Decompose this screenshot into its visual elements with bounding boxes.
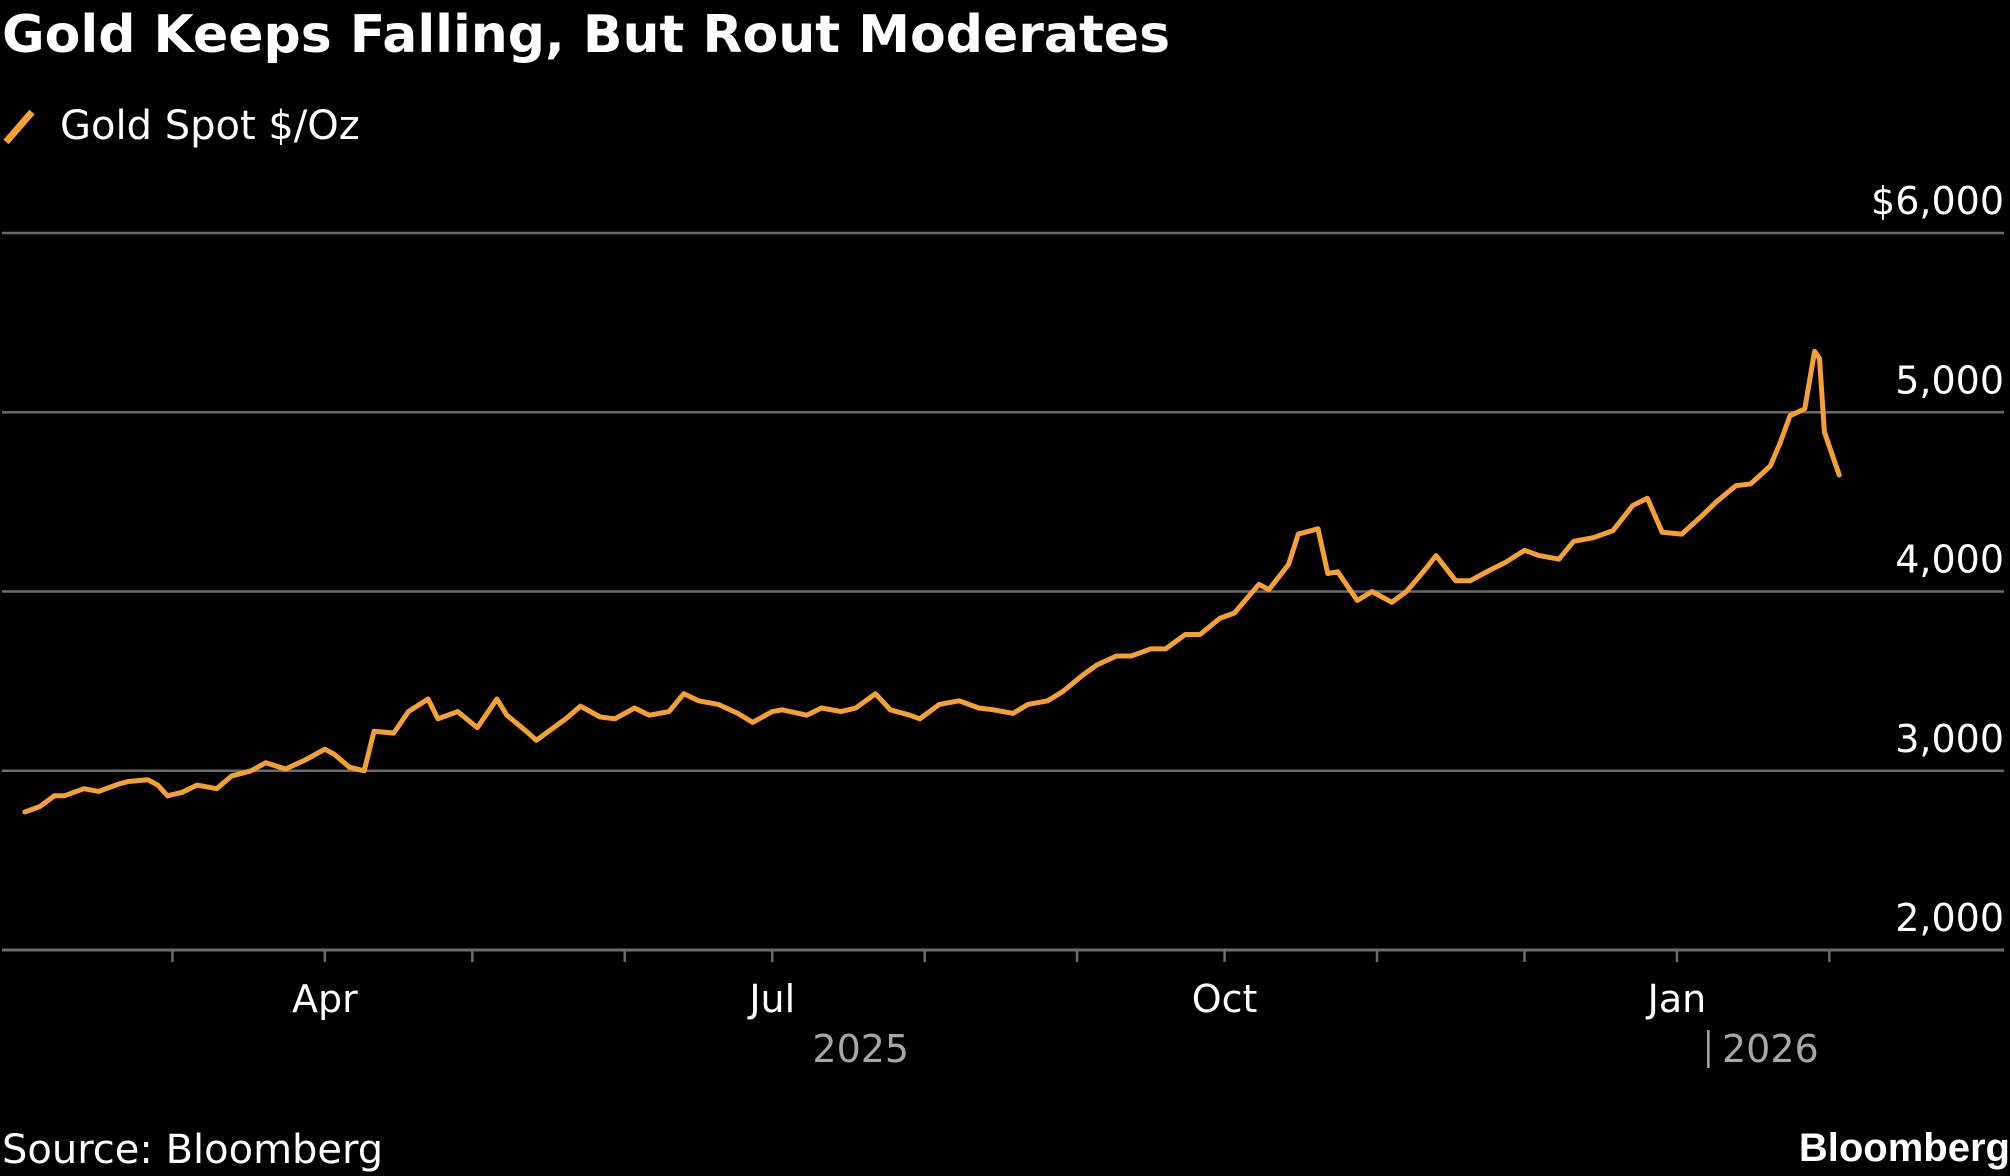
legend: Gold Spot $/Oz [2,98,360,154]
axis-labels: $6,000 5,000 4,000 3,000 2,000 Apr Jul Oct Jan 20… [292,179,2004,1071]
x-tick-label-apr: Apr [292,977,358,1021]
series-layer [22,348,1842,815]
y-tick-label-5000: 5,000 [1895,358,2004,402]
year-label-2026: 2026 [1722,1027,1819,1071]
series-line-gold-spot [22,348,1842,815]
legend-line-icon [3,109,35,145]
x-axis [171,950,1831,1068]
y-tick-label-4000: 4,000 [1895,538,2004,582]
chart-title: Gold Keeps Falling, But Rout Moderates [2,5,1171,65]
y-tick-label-2000: 2,000 [1895,896,2004,940]
x-tick-label-jul: Jul [747,977,795,1021]
legend-label-gold-spot: Gold Spot $/Oz [60,103,360,149]
y-tick-label-6000: $6,000 [1871,179,2004,223]
gridlines [2,231,2004,952]
x-tick-label-jan: Jan [1646,977,1707,1021]
year-label-2025: 2025 [812,1027,909,1071]
source-note: Source: Bloomberg [2,1127,384,1173]
x-tick-label-oct: Oct [1192,977,1258,1021]
bloomberg-logo: Bloomberg [1798,1126,2010,1170]
y-tick-label-3000: 3,000 [1895,717,2004,761]
